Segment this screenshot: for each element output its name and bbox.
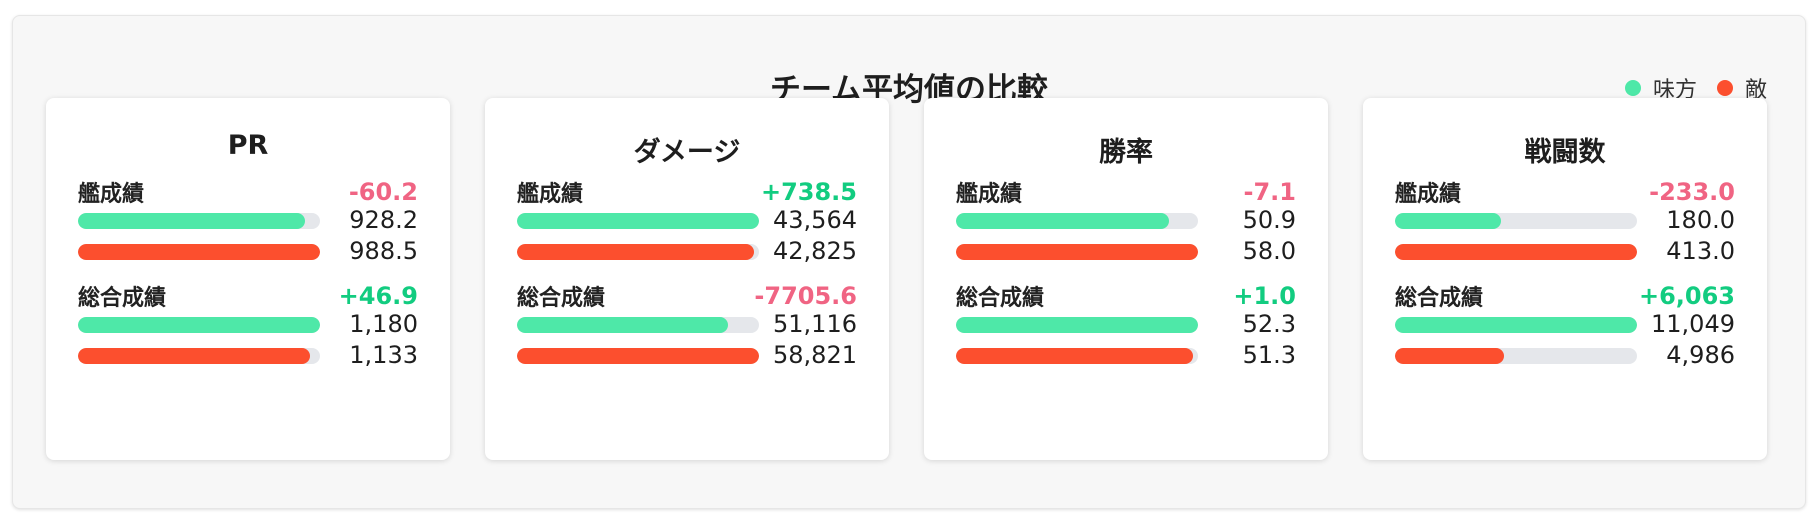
ally-bar-fill: [517, 317, 728, 333]
enemy-bar: [956, 244, 1198, 260]
card-battles: 戦闘数 艦成績 -233.0 180.0 413.0 総合成績 +6,063 1…: [1363, 98, 1767, 460]
enemy-value: 58,821: [773, 341, 857, 369]
ally-dot-icon: [1624, 80, 1641, 96]
enemy-bar: [78, 348, 320, 364]
enemy-bar-fill: [956, 244, 1198, 260]
ally-value: 43,564: [773, 206, 857, 234]
ally-bar: [1395, 317, 1637, 333]
enemy-value: 1,133: [349, 341, 418, 369]
card-title: ダメージ: [633, 137, 741, 168]
enemy-bar-fill: [78, 348, 311, 364]
section-label-ship: 艦成績: [517, 182, 584, 207]
ally-bar: [1395, 213, 1637, 229]
ally-bar-fill: [517, 213, 759, 229]
legend-item-enemy: 敵: [1716, 72, 1767, 104]
ally-bar: [517, 317, 759, 333]
enemy-value: 58.0: [1242, 237, 1296, 265]
section-label-overall: 総合成績: [1395, 286, 1484, 311]
enemy-value: 413.0: [1666, 237, 1735, 265]
enemy-bar-fill: [78, 244, 320, 260]
ally-value: 928.2: [349, 206, 418, 234]
section-label-ship: 艦成績: [1395, 182, 1462, 207]
enemy-bar-fill: [517, 348, 759, 364]
diff-value: +738.5: [760, 178, 857, 206]
card-title: PR: [227, 130, 269, 161]
section-label-overall: 総合成績: [956, 286, 1045, 311]
enemy-bar-fill: [956, 348, 1194, 364]
ally-bar-fill: [78, 213, 306, 229]
section-label-overall: 総合成績: [517, 286, 606, 311]
ally-bar-fill: [78, 317, 320, 333]
diff-value: +6,063: [1638, 282, 1735, 310]
card-damage: ダメージ 艦成績 +738.5 43,564 42,825 総合成績 -7705…: [485, 98, 889, 460]
ally-bar-fill: [956, 317, 1198, 333]
card-pr: PR 艦成績 -60.2 928.2 988.5 総合成績 +46.9 1,18…: [46, 98, 450, 460]
diff-value: +1.0: [1233, 282, 1296, 310]
enemy-bar: [517, 348, 759, 364]
enemy-bar: [1395, 244, 1637, 260]
enemy-bar: [1395, 348, 1637, 364]
ally-bar-fill: [1395, 317, 1637, 333]
ally-bar: [956, 317, 1198, 333]
diff-value: -233.0: [1649, 178, 1735, 206]
enemy-bar: [956, 348, 1198, 364]
card-title: 勝率: [1099, 137, 1153, 168]
enemy-value: 988.5: [349, 237, 418, 265]
enemy-dot-icon: [1716, 80, 1733, 96]
diff-value: -7705.6: [754, 282, 857, 310]
ally-bar: [517, 213, 759, 229]
ally-value: 180.0: [1666, 206, 1735, 234]
ally-value: 1,180: [349, 310, 418, 338]
ally-value: 51,116: [773, 310, 857, 338]
ally-value: 50.9: [1242, 206, 1296, 234]
enemy-value: 42,825: [773, 237, 857, 265]
enemy-bar-fill: [1395, 244, 1637, 260]
diff-value: -7.1: [1243, 178, 1296, 206]
card-win-rate: 勝率 艦成績 -7.1 50.9 58.0 総合成績 +1.0 52.3 51.…: [924, 98, 1328, 460]
enemy-value: 4,986: [1666, 341, 1735, 369]
diff-value: -60.2: [348, 178, 418, 206]
enemy-value: 51.3: [1242, 341, 1296, 369]
ally-value: 11,049: [1651, 310, 1735, 338]
section-label-ship: 艦成績: [956, 182, 1023, 207]
legend-enemy-label: 敵: [1744, 78, 1767, 103]
ally-bar: [78, 213, 320, 229]
ally-bar-fill: [956, 213, 1169, 229]
diff-value: +46.9: [338, 282, 418, 310]
section-label-ship: 艦成績: [78, 182, 145, 207]
card-title: 戦闘数: [1524, 137, 1606, 168]
ally-bar-fill: [1395, 213, 1502, 229]
enemy-bar: [517, 244, 759, 260]
enemy-bar-fill: [1395, 348, 1504, 364]
ally-value: 52.3: [1242, 310, 1296, 338]
section-label-overall: 総合成績: [78, 286, 167, 311]
ally-bar: [956, 213, 1198, 229]
enemy-bar: [78, 244, 320, 260]
ally-bar: [78, 317, 320, 333]
enemy-bar-fill: [517, 244, 755, 260]
